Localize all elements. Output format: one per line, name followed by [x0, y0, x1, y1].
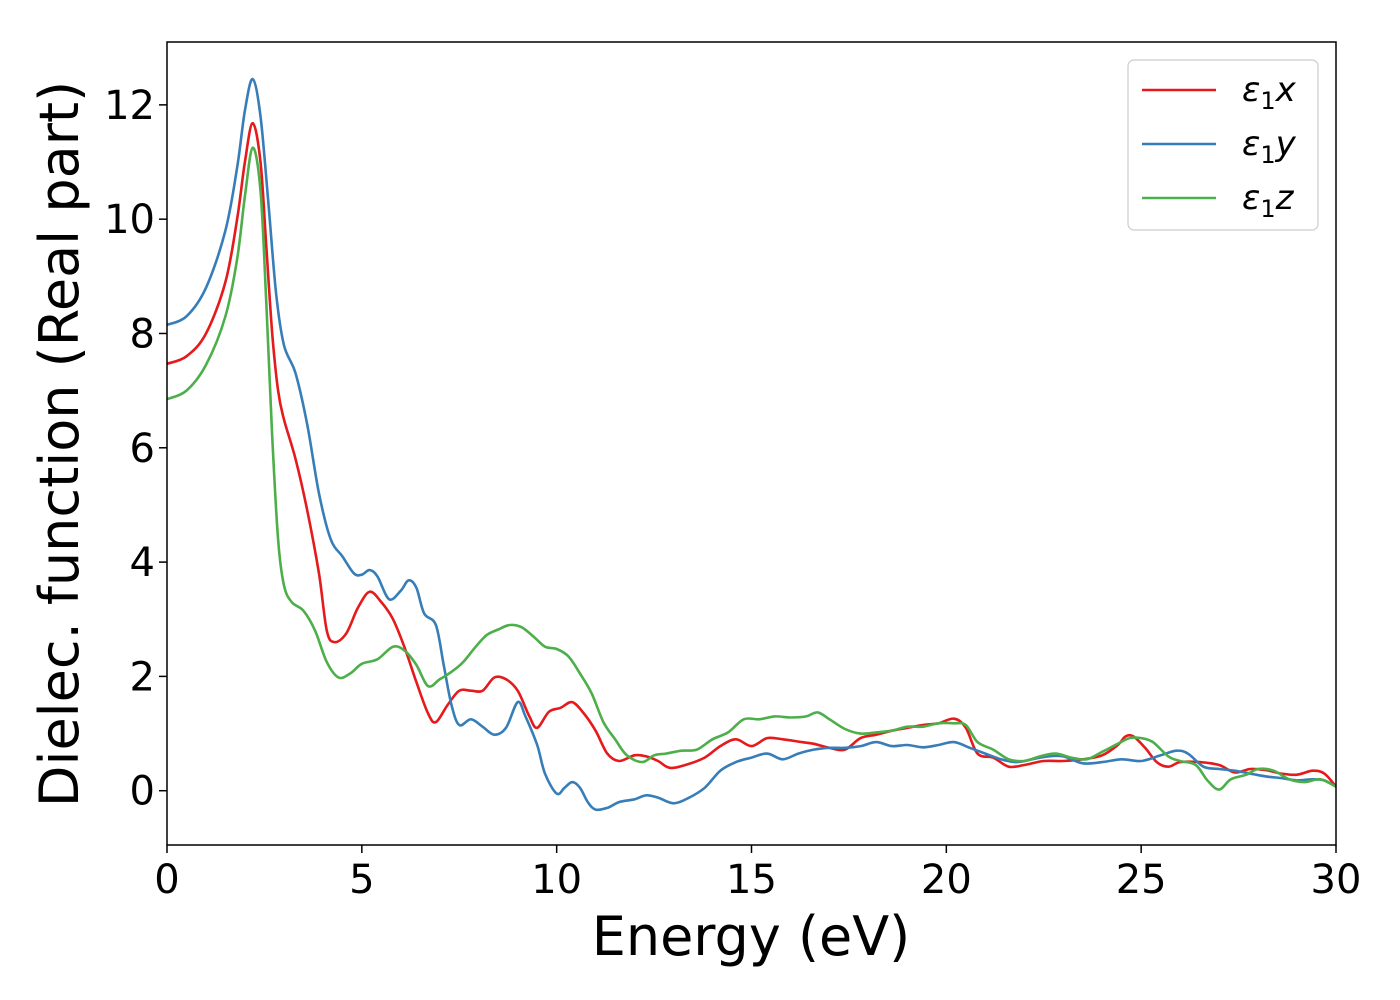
- series-line-z: [167, 146, 1336, 791]
- legend: ε1x ε1y ε1z: [1127, 59, 1319, 231]
- series-line-y: [167, 77, 1336, 812]
- y-axis-label: Dielec. function (Real part): [28, 81, 91, 807]
- y-tick-label: 6: [130, 426, 155, 472]
- y-tick-label: 0: [130, 769, 155, 815]
- x-tick-label: 0: [154, 857, 179, 903]
- y-tick-label: 2: [130, 654, 155, 700]
- x-axis-label: Energy (eV): [592, 905, 911, 968]
- y-tick-label: 4: [130, 540, 155, 586]
- x-tick-label: 25: [1116, 857, 1167, 903]
- legend-box: [1127, 59, 1319, 231]
- legend-label-x: ε1x: [1242, 70, 1297, 115]
- x-tick-label: 10: [531, 857, 582, 903]
- legend-label-z: ε1z: [1242, 178, 1295, 223]
- y-tick-label: 8: [130, 311, 155, 357]
- series-line-x: [167, 121, 1336, 788]
- y-tick-label: 10: [104, 197, 155, 243]
- series-layer: [167, 77, 1336, 812]
- x-tick-label: 30: [1311, 857, 1362, 903]
- x-axis-ticks: 0 5 10 15 20 25 30: [154, 845, 1361, 903]
- y-axis-ticks: 0 2 4 6 8 10 12: [104, 83, 167, 815]
- legend-label-y: ε1y: [1242, 124, 1297, 169]
- x-tick-label: 20: [921, 857, 972, 903]
- x-tick-label: 15: [726, 857, 777, 903]
- x-tick-label: 5: [349, 857, 374, 903]
- y-tick-label: 12: [104, 83, 155, 129]
